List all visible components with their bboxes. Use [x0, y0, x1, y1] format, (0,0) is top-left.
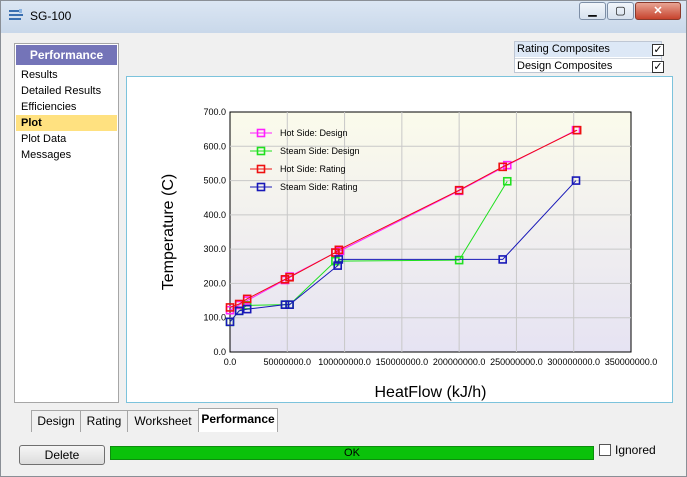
nav-item-efficiencies[interactable]: Efficiencies: [21, 101, 77, 113]
nav-item-plot-data[interactable]: Plot Data: [21, 133, 67, 145]
maximize-button[interactable]: ▢: [607, 2, 634, 20]
data-point-marker: [334, 245, 344, 255]
nav-item-messages[interactable]: Messages: [21, 149, 72, 161]
nav-item-plot[interactable]: Plot: [16, 115, 117, 131]
legend-entry: Steam Side: Rating: [280, 182, 358, 192]
y-axis-label: Temperature (C): [160, 174, 177, 290]
data-point-marker: [225, 303, 235, 312]
data-point-marker: [502, 160, 512, 170]
data-point-marker: [454, 255, 464, 265]
y-tick-label: 700.0: [203, 107, 226, 117]
data-point-marker: [225, 317, 235, 327]
x-axis-label: HeatFlow (kJ/h): [374, 384, 486, 401]
data-point-marker: [333, 261, 342, 270]
tab-design[interactable]: Design: [31, 410, 81, 432]
rating-composites-label: Rating Composites: [517, 43, 610, 55]
chart-legend: Hot Side: Design Steam Side: Design Hot Si…: [250, 128, 360, 192]
minimize-icon: ▁: [588, 5, 597, 17]
data-point-marker: [454, 185, 464, 195]
delete-button[interactable]: Delete: [19, 445, 105, 465]
data-point-marker: [498, 162, 507, 172]
performance-nav-panel: Performance Results Detailed Results Eff…: [14, 43, 119, 403]
legend-marker: [256, 182, 266, 192]
design-composites-row[interactable]: Design Composites ✓: [515, 58, 664, 73]
plot-area: 0.0 100.0 200.0 300.0 400.0 500.0 600.0 700.0 0.…: [126, 76, 673, 403]
grid: [230, 112, 631, 352]
x-tick-label: 250000000.0: [490, 357, 543, 367]
legend-marker: [256, 128, 266, 138]
x-tick-label: 100000000.0: [318, 357, 371, 367]
maximize-icon: ▢: [615, 5, 626, 17]
y-tick-label: 600.0: [203, 141, 226, 151]
data-point-marker: [280, 275, 290, 284]
series-line: [229, 180, 577, 323]
composite-curves-chart: 0.0 100.0 200.0 300.0 400.0 500.0 600.0 700.0 0.…: [160, 107, 657, 401]
tab-worksheet[interactable]: Worksheet: [127, 410, 199, 432]
x-tick-label: 0.0: [224, 357, 237, 367]
close-icon: ✕: [653, 5, 663, 17]
minimize-button[interactable]: ▁: [579, 2, 606, 20]
design-composites-label: Design Composites: [517, 60, 613, 72]
series-layer: [225, 125, 582, 327]
y-tick-label: 400.0: [203, 210, 226, 220]
data-point-marker: [335, 246, 345, 256]
title-bar[interactable]: SG-100 ▁ ▢ ✕: [1, 1, 686, 33]
rating-composites-row[interactable]: Rating Composites ✓: [515, 42, 664, 57]
x-tick-label: 200000000.0: [433, 357, 486, 367]
x-tick-label: 350000000.0: [605, 357, 658, 367]
tab-rating[interactable]: Rating: [80, 410, 128, 432]
plot-background: [229, 111, 632, 353]
ignored-label: Ignored: [615, 443, 656, 457]
x-tick-label: 150000000.0: [376, 357, 429, 367]
legend-entry: Hot Side: Rating: [280, 164, 346, 174]
data-point-marker: [498, 255, 507, 264]
x-tick-label: 50000000.0: [264, 357, 312, 367]
axis-ticks: 0.0 100.0 200.0 300.0 400.0 500.0 600.0 700.0 0.…: [203, 107, 657, 367]
y-tick-label: 100.0: [203, 313, 226, 323]
close-button[interactable]: ✕: [635, 2, 681, 20]
nav-item-detailed-results[interactable]: Detailed Results: [21, 85, 102, 97]
data-point-marker: [285, 272, 294, 282]
tab-performance[interactable]: Performance: [198, 408, 278, 432]
x-tick-label: 300000000.0: [547, 357, 600, 367]
y-tick-label: 0.0: [213, 347, 226, 357]
status-ok-bar: OK: [110, 446, 594, 460]
data-point-marker: [242, 304, 252, 314]
tab-strip: Design Rating Worksheet Performance: [14, 408, 674, 432]
data-point-marker: [334, 255, 344, 264]
status-bar: Delete OK Ignored: [1, 434, 686, 476]
nav-item-results[interactable]: Results: [21, 69, 58, 81]
nav-header: Performance: [16, 45, 117, 65]
legend-entry: Hot Side: Design: [280, 128, 348, 138]
data-point-marker: [572, 125, 582, 135]
legend-entry: Steam Side: Design: [280, 146, 360, 156]
legend-marker: [256, 146, 266, 156]
y-tick-label: 200.0: [203, 278, 226, 288]
composites-table: Rating Composites ✓ Design Composites ✓: [514, 41, 664, 73]
y-tick-label: 300.0: [203, 244, 226, 254]
ignored-checkbox[interactable]: [599, 444, 611, 456]
data-point-marker: [571, 176, 581, 185]
data-point-marker: [502, 176, 512, 186]
data-point-marker: [234, 306, 244, 316]
rating-composites-checkbox[interactable]: ✓: [652, 44, 664, 56]
design-composites-checkbox[interactable]: ✓: [652, 61, 664, 73]
app-icon: [9, 9, 23, 20]
y-tick-label: 500.0: [203, 176, 226, 186]
data-point-marker: [280, 300, 290, 309]
legend-marker: [256, 164, 266, 174]
data-point-marker: [242, 294, 252, 304]
data-point-marker: [285, 300, 294, 309]
window-title: SG-100: [30, 9, 72, 23]
